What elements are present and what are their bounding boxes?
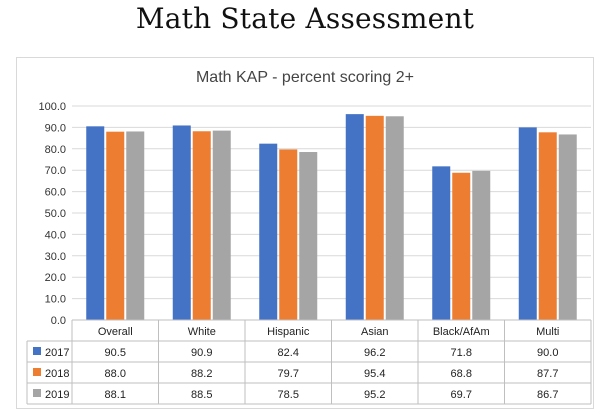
data-label: 82.4 — [278, 347, 299, 359]
data-label: 88.0 — [105, 368, 126, 380]
legend-swatch-2017 — [33, 347, 41, 355]
chart-area: Math KAP - percent scoring 2+ 0.0 10.0 20.… — [16, 57, 594, 409]
bar-2018-4 — [452, 172, 471, 320]
bar-2019-3 — [385, 116, 404, 320]
data-label: 87.7 — [537, 368, 558, 380]
category-label: Overall — [98, 326, 133, 338]
y-tick-label: 80.0 — [45, 144, 66, 156]
bar-2019-1 — [212, 130, 231, 320]
legend-label-2019: 2019 — [45, 389, 69, 401]
bar-2019-5 — [558, 134, 577, 320]
category-label: Black/AfAm — [433, 326, 490, 338]
data-label: 95.2 — [364, 389, 385, 401]
bar-2018-1 — [192, 131, 211, 320]
bar-2019-4 — [472, 170, 491, 320]
y-tick-label: 50.0 — [45, 208, 66, 220]
y-tick-label: 30.0 — [45, 251, 66, 263]
category-label: Multi — [536, 326, 559, 338]
category-label: Hispanic — [267, 326, 310, 338]
data-label: 90.9 — [191, 347, 212, 359]
legend-label-2017: 2017 — [45, 347, 69, 359]
bar-2018-3 — [365, 115, 384, 321]
bar-2019-2 — [299, 152, 318, 320]
data-label: 90.0 — [537, 347, 558, 359]
bars — [86, 114, 577, 321]
data-label: 90.5 — [105, 347, 126, 359]
bar-2017-4 — [432, 166, 451, 320]
data-label: 68.8 — [451, 368, 472, 380]
bar-2019-0 — [126, 131, 145, 320]
y-tick-label: 90.0 — [45, 122, 66, 134]
bar-2017-2 — [259, 143, 278, 320]
page-title: Math State Assessment — [135, 2, 475, 35]
bar-chart: Math KAP - percent scoring 2+ 0.0 10.0 20.… — [26, 69, 592, 405]
data-label: 95.4 — [364, 368, 385, 380]
data-label: 88.2 — [191, 368, 212, 380]
y-tick-label: 10.0 — [45, 294, 66, 306]
gridlines — [72, 105, 591, 300]
data-label: 88.1 — [105, 389, 126, 401]
y-tick-label: 0.0 — [51, 315, 66, 327]
data-label: 86.7 — [537, 389, 558, 401]
y-tick-label: 100.0 — [38, 101, 66, 113]
y-axis-ticks: 0.0 10.0 20.0 30.0 40.0 50.0 60.0 70.0 80.0 90.0 1… — [38, 101, 66, 327]
category-label: White — [188, 326, 216, 338]
bar-2018-0 — [106, 131, 125, 320]
legend-swatch-2018 — [33, 368, 41, 376]
y-tick-label: 20.0 — [45, 272, 66, 284]
legend-label-2018: 2018 — [45, 368, 69, 380]
bar-2017-5 — [518, 127, 537, 321]
legend-swatch-2019 — [33, 389, 41, 397]
data-label: 78.5 — [278, 389, 299, 401]
bar-2018-2 — [279, 149, 298, 320]
y-tick-label: 70.0 — [45, 165, 66, 177]
y-tick-label: 60.0 — [45, 187, 66, 199]
category-label: Asian — [361, 326, 389, 338]
y-tick-label: 40.0 — [45, 229, 66, 241]
bar-2017-1 — [172, 125, 191, 320]
data-table: Overall White Hispanic Asian Black/AfAm Multi… — [26, 319, 592, 405]
data-label: 88.5 — [191, 389, 212, 401]
data-label: 79.7 — [278, 368, 299, 380]
bar-2018-5 — [538, 132, 557, 320]
data-label: 71.8 — [451, 347, 472, 359]
bar-2017-3 — [345, 114, 364, 320]
chart-title: Math KAP - percent scoring 2+ — [196, 69, 414, 86]
data-label: 69.7 — [451, 389, 472, 401]
bar-2017-0 — [86, 126, 105, 320]
data-label: 96.2 — [364, 347, 385, 359]
